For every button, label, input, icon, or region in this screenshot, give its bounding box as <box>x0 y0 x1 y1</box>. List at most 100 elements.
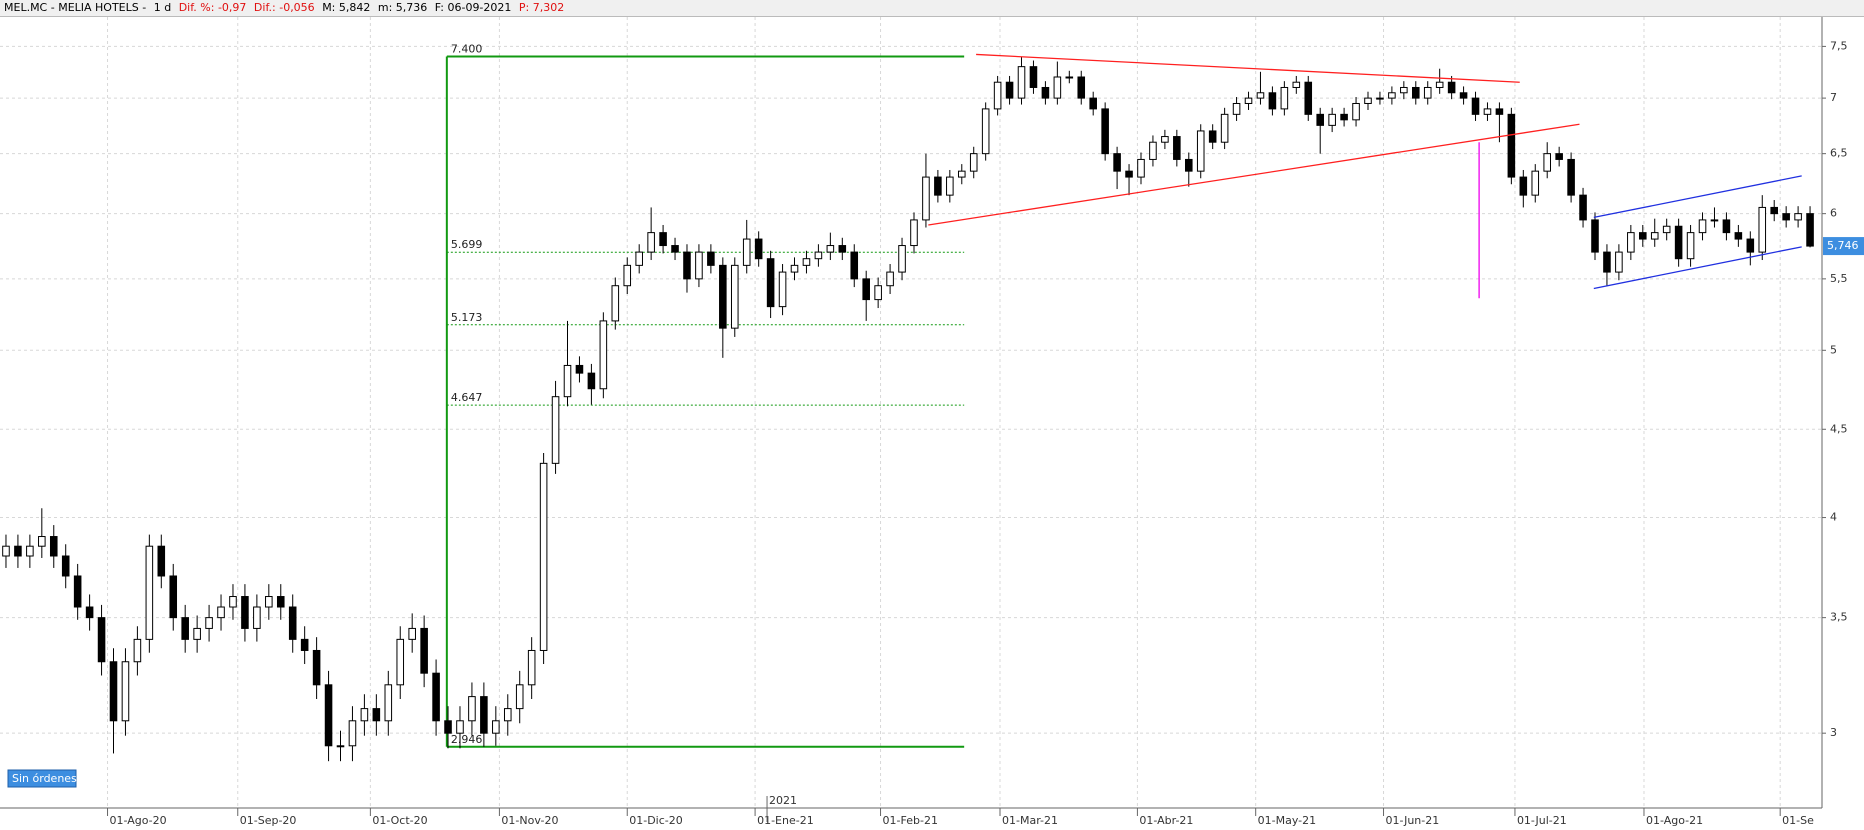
x-tick-label: 01-Ago-20 <box>110 814 167 827</box>
candle-body <box>300 638 309 651</box>
trend-line <box>928 123 1580 226</box>
candle-body <box>503 708 512 722</box>
candle-body <box>1328 113 1336 126</box>
x-tick-label: 01-Nov-20 <box>501 814 558 827</box>
candle-body <box>1507 113 1516 178</box>
y-tick-label: 5 <box>1830 343 1837 356</box>
candle-body <box>1232 102 1241 115</box>
year-label: 2021 <box>769 794 797 807</box>
candle-body <box>1340 113 1348 121</box>
candle-body <box>1161 136 1169 143</box>
fib-label: 5.173 <box>451 311 483 324</box>
candle-body <box>1483 108 1492 115</box>
change-pct: Dif. %: -0,97 <box>178 1 247 14</box>
y-tick-label: 3,5 <box>1830 611 1848 624</box>
candle-body <box>1065 76 1074 79</box>
candle-body <box>766 258 775 308</box>
candle-body <box>671 245 679 253</box>
candle-body <box>1567 158 1575 196</box>
candle-body <box>1388 92 1396 99</box>
y-tick-label: 5,5 <box>1830 272 1848 285</box>
header: MEL.MC - MELIA HOTELS - 1 d Dif. %: -0,9… <box>0 0 1864 17</box>
min: m: 5,736 <box>377 1 428 14</box>
candle-body <box>1471 97 1480 115</box>
candle-body <box>981 108 990 155</box>
candle-body <box>1734 232 1743 240</box>
candle-body <box>1400 86 1408 94</box>
candle-body <box>850 251 859 280</box>
candle-body <box>73 575 82 608</box>
candle-body <box>145 545 154 640</box>
candle-body <box>599 320 608 390</box>
x-tick-label: 01-Ago-21 <box>1646 814 1703 827</box>
candle-body <box>1459 92 1468 99</box>
candle-body <box>241 596 249 629</box>
x-tick-label: 01-May-21 <box>1258 814 1316 827</box>
candle-body <box>97 617 106 663</box>
x-tick-label: 01-Jul-21 <box>1517 814 1567 827</box>
date: F: 06-09-2021 <box>434 1 512 14</box>
candle-body <box>1722 219 1731 234</box>
candle-body <box>324 684 333 747</box>
candle-body <box>2 545 10 557</box>
candle-body <box>1543 153 1551 172</box>
candle-body <box>1615 251 1623 273</box>
candle-body <box>1101 108 1109 155</box>
candle-body <box>1280 86 1289 110</box>
x-tick-label: 01-Ene-21 <box>757 814 814 827</box>
candle-body <box>1555 153 1563 160</box>
orders-button[interactable] <box>7 769 77 788</box>
candle-body <box>348 720 357 747</box>
candle-body <box>790 264 799 273</box>
candle-body <box>1304 81 1313 115</box>
fib-label: 5.699 <box>451 238 483 251</box>
candle-body <box>707 251 715 266</box>
candle-body <box>121 661 130 722</box>
x-tick-label: 01-Oct-20 <box>372 814 427 827</box>
candle-body <box>874 285 882 301</box>
candle-body <box>1113 153 1121 172</box>
candle-body <box>1173 136 1181 160</box>
candle-body <box>408 627 416 640</box>
candle-body <box>898 245 906 273</box>
candle-body <box>886 271 894 287</box>
plot-area <box>0 17 1822 808</box>
candle-body <box>1017 66 1026 99</box>
candle-body <box>1256 92 1265 99</box>
candle-body <box>38 536 46 547</box>
candle-body <box>1268 92 1277 110</box>
candle-body <box>1674 225 1683 260</box>
candle-body <box>1208 130 1217 143</box>
candle-body <box>1077 76 1086 99</box>
y-tick-label: 3 <box>1830 726 1837 739</box>
candle-body <box>1089 97 1097 110</box>
candle-body <box>1435 81 1444 88</box>
candle-body <box>1495 108 1504 115</box>
candle-body <box>1364 97 1372 104</box>
candle-body <box>1758 206 1767 253</box>
candle-body <box>1710 219 1719 222</box>
y-tick-label: 4 <box>1830 511 1837 524</box>
x-tick-label: 01-Dic-20 <box>629 814 683 827</box>
candle-body <box>575 364 584 374</box>
candle-body <box>587 372 596 390</box>
candle-body <box>1196 130 1205 172</box>
candle-body <box>85 606 94 619</box>
candle-body <box>1782 213 1790 221</box>
x-tick-label: 01-Feb-21 <box>883 814 938 827</box>
candle-body <box>993 81 1002 110</box>
y-tick-label: 7,5 <box>1830 39 1848 52</box>
candle-body <box>1591 219 1599 253</box>
candle-body <box>1125 170 1133 178</box>
candle-body <box>444 720 452 734</box>
candle-body <box>205 617 213 629</box>
x-tick-label: 01-Se <box>1782 814 1814 827</box>
price: P: 7,302 <box>518 1 565 14</box>
candle-body <box>49 536 58 557</box>
candle-body <box>1603 251 1611 273</box>
candle-body <box>336 745 345 748</box>
candle-body <box>133 638 142 663</box>
candle-body <box>1411 86 1420 99</box>
orders-button-label[interactable]: Sin órdenes <box>12 772 77 785</box>
candle-body <box>1531 170 1540 196</box>
